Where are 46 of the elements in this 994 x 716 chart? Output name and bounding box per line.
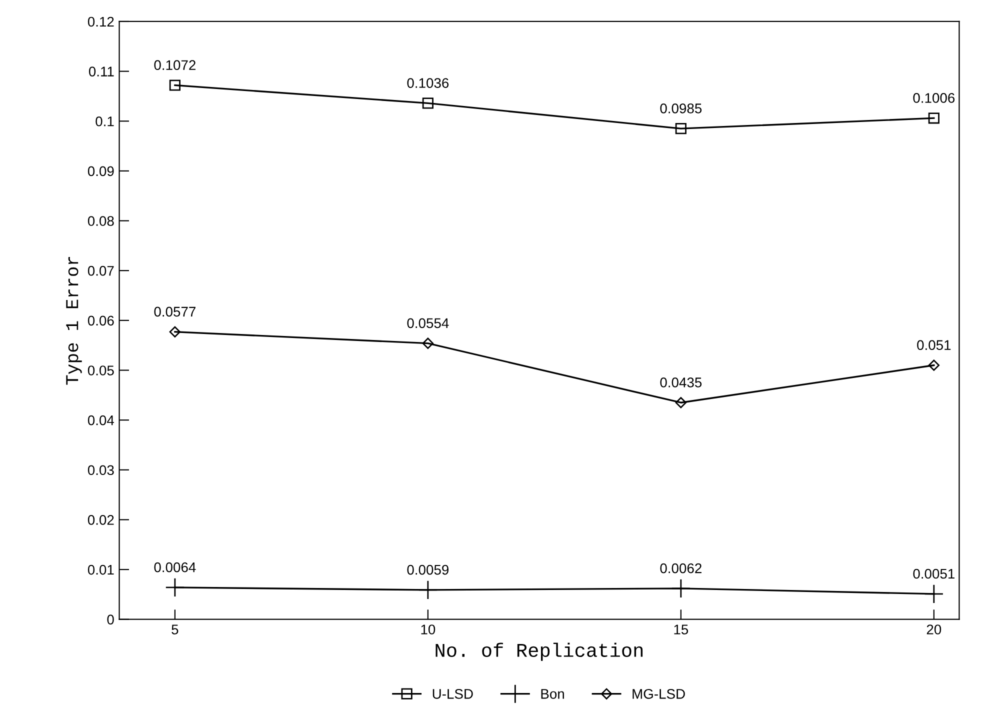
- point: [422, 98, 434, 109]
- x-tick-label: 20: [926, 624, 942, 634]
- y-tick-label: 0.12: [88, 16, 114, 27]
- data-label: 0.0064: [154, 562, 196, 572]
- x-tick-label: 5: [172, 624, 178, 634]
- x-tick-label: 15: [674, 624, 688, 634]
- point: [418, 580, 438, 600]
- legend-label: U-LSD: [432, 689, 473, 699]
- y-tick-label: 0.11: [88, 66, 114, 76]
- y-tick-label: 0.03: [88, 465, 114, 476]
- y-axis-title: Type 1 Error: [66, 257, 82, 385]
- y-tick-label: 0: [107, 614, 114, 625]
- x-tick-label: 10: [421, 624, 436, 634]
- data-label: 0.0435: [660, 378, 702, 388]
- point: [928, 112, 940, 124]
- data-label: 0.1072: [154, 60, 196, 70]
- y-tick-label: 0.04: [88, 415, 114, 426]
- y-tick-label: 0.08: [88, 216, 114, 226]
- point: [422, 338, 434, 349]
- data-label: 0.1006: [913, 93, 955, 103]
- y-tick-label: 0.01: [88, 564, 114, 575]
- data-label: 0.0051: [913, 568, 954, 579]
- legend-label: Bon: [541, 689, 564, 699]
- data-label: 0.0577: [154, 306, 196, 317]
- data-label: 0.0059: [407, 564, 449, 575]
- legend-label: MG-LSD: [632, 689, 685, 699]
- x-axis-title: No. of Replication: [436, 642, 643, 661]
- y-tick-label: 0.05: [88, 366, 114, 376]
- y-tick-label: 0.07: [88, 266, 114, 276]
- point: [169, 326, 181, 338]
- point: [675, 397, 687, 408]
- data-label: 0.0985: [660, 104, 702, 114]
- point: [671, 578, 691, 598]
- point: [675, 123, 686, 134]
- y-tick-label: 0.06: [88, 316, 114, 326]
- point: [928, 360, 940, 371]
- point: [169, 80, 180, 91]
- data-label: 0.051: [917, 340, 951, 350]
- point: [924, 584, 944, 604]
- point: [165, 578, 185, 598]
- data-label: 0.0554: [407, 318, 449, 328]
- data-label: 0.1036: [407, 78, 449, 88]
- data-label: 0.0062: [660, 563, 702, 574]
- y-tick-label: 0.1: [96, 116, 114, 126]
- y-tick-label: 0.02: [88, 515, 114, 525]
- y-tick-label: 0.09: [88, 166, 114, 176]
